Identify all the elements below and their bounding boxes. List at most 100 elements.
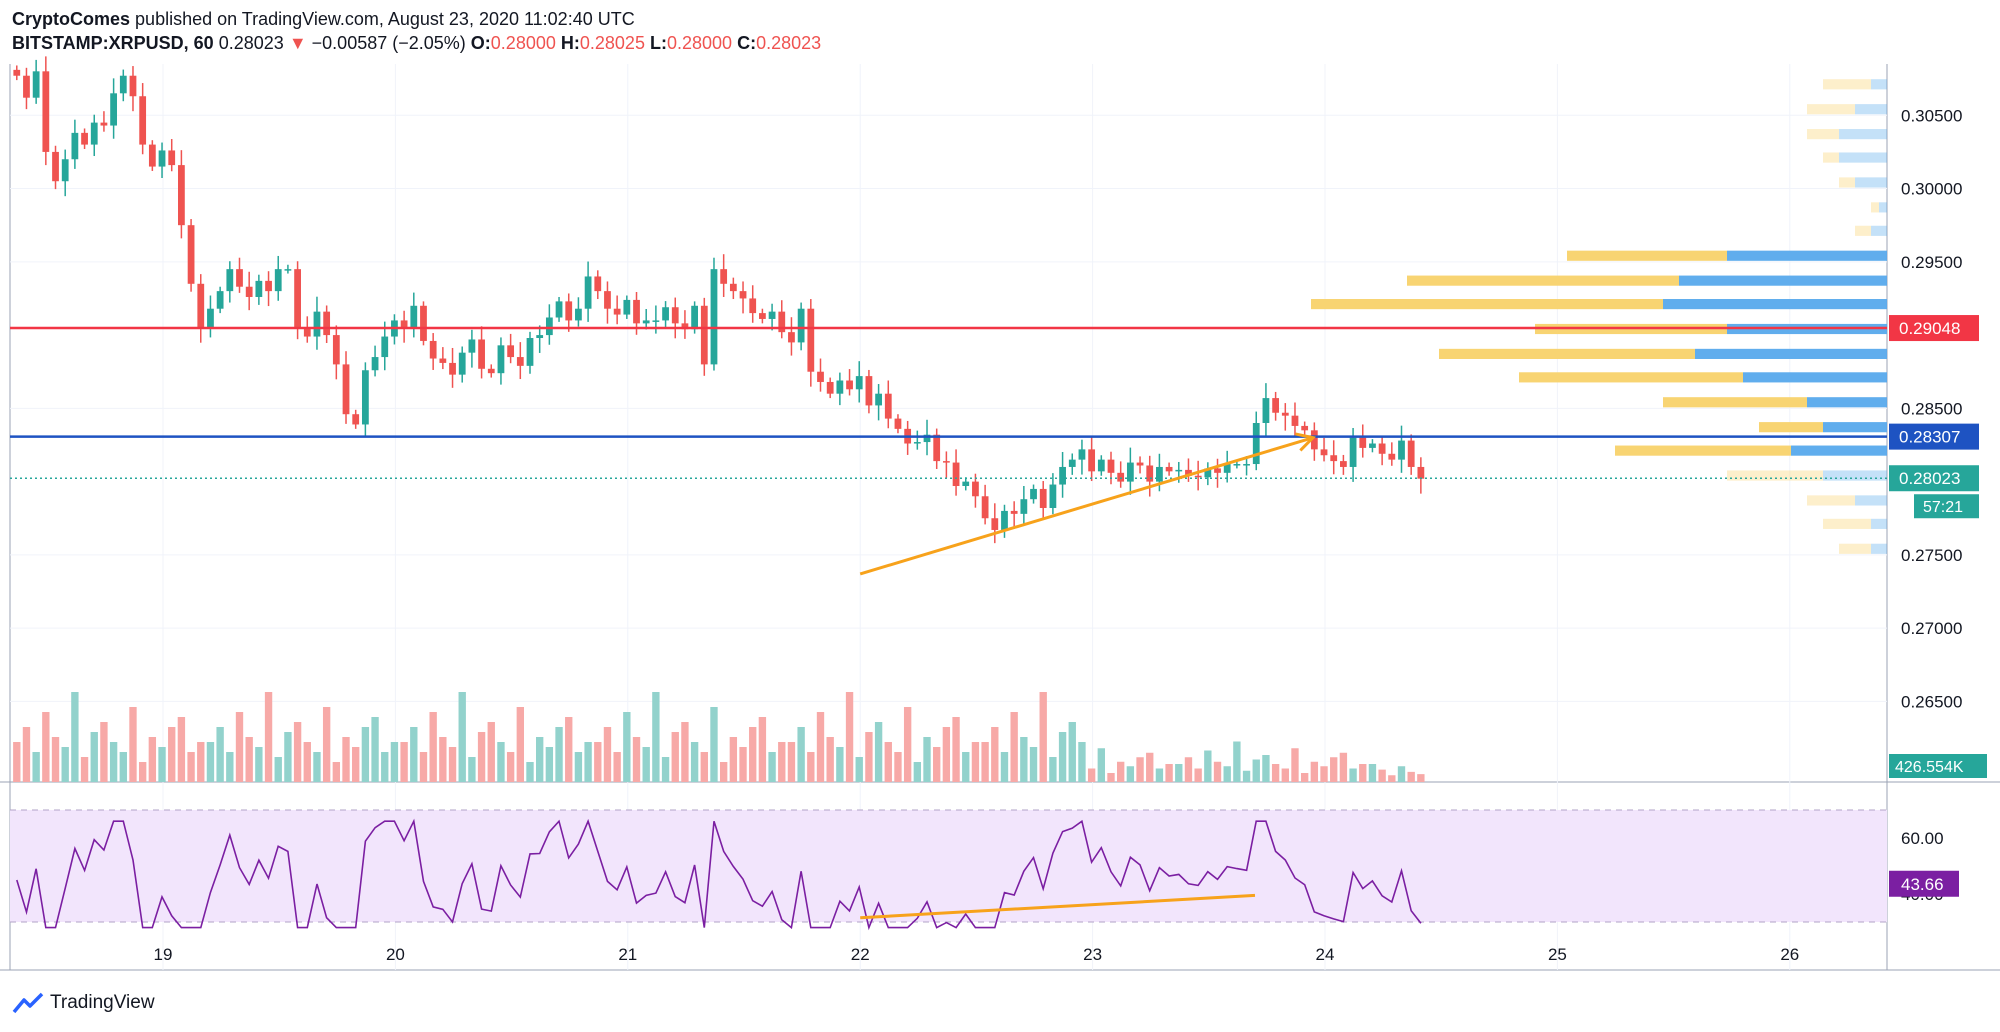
volume-bar [1417, 774, 1425, 782]
candle-body [1156, 466, 1163, 482]
volume-bar [448, 747, 457, 782]
candle-body [110, 93, 118, 126]
candle-body [1243, 464, 1250, 466]
volume-bar [1058, 732, 1067, 782]
close-value: 0.28023 [756, 33, 822, 53]
candle-body [478, 339, 485, 369]
volume-bar [845, 692, 854, 782]
candle-body [700, 305, 708, 365]
volume-profile-down [1615, 445, 1791, 456]
candle-body [139, 96, 147, 145]
volume-bar [342, 737, 350, 782]
volume-bar [778, 742, 786, 782]
volume-bar [555, 727, 563, 782]
candle-body [1330, 455, 1338, 462]
volume-bar [216, 727, 224, 782]
volume-profile-up [1679, 275, 1887, 286]
volume-bar [565, 717, 573, 782]
candle-body [1320, 449, 1328, 456]
candle-body [662, 307, 669, 321]
candle-body [1107, 459, 1115, 473]
high-label: H: [560, 33, 580, 53]
volume-bar [758, 717, 767, 782]
volume-profile-up [1855, 104, 1887, 115]
volume-bar [361, 727, 370, 782]
volume-bar [458, 692, 466, 782]
candle-body [81, 132, 88, 145]
candle-body [1214, 468, 1221, 473]
current-price-badge-bg [1889, 465, 1979, 492]
candle-body [778, 311, 786, 333]
volume-bar [1087, 768, 1096, 782]
publisher-name[interactable]: CryptoComes [12, 9, 131, 29]
candle-body [1398, 440, 1405, 460]
volume-bar [293, 722, 302, 782]
candle-body [332, 335, 340, 365]
volume-profile-up [1791, 445, 1887, 456]
candle-body [342, 364, 350, 415]
volume-profile-down [1567, 250, 1727, 261]
candle-body [458, 352, 466, 375]
volume-bar [1397, 766, 1406, 782]
volume-bar [1165, 764, 1173, 782]
candle-body [449, 362, 456, 375]
candle-body [245, 286, 253, 297]
rsi-value-badge: 43.66 [1901, 875, 1944, 894]
volume-profile-up [1871, 543, 1887, 554]
published-text: published on TradingView.com, August 23,… [135, 9, 635, 29]
volume-badge: 426.554K [1895, 759, 1964, 776]
candle-body [1281, 412, 1289, 416]
volume-bar [1233, 741, 1241, 782]
x-tick-label: 21 [618, 945, 637, 964]
symbol-label: BITSTAMP:XRPUSD, 60 [12, 33, 214, 53]
volume-bar [187, 752, 195, 782]
candle-body [294, 269, 301, 328]
volume-profile-down [1823, 152, 1839, 163]
volume-bar [971, 742, 980, 782]
volume-profile-down [1407, 275, 1679, 286]
price-tick-label: 0.30500 [1901, 106, 1962, 125]
publish-info: CryptoComes published on TradingView.com… [12, 9, 635, 30]
candle-body [1126, 462, 1134, 482]
volume-bar [51, 737, 60, 782]
volume-bar [1339, 752, 1348, 782]
candle-body [216, 291, 224, 309]
volume-bar [1146, 752, 1154, 782]
volume-bar [1271, 764, 1280, 782]
candle-body [32, 71, 40, 98]
volume-bar [1039, 692, 1047, 782]
candle-body [1204, 468, 1212, 478]
support-badge: 0.28307 [1899, 428, 1960, 447]
countdown-badge: 57:21 [1923, 499, 1963, 516]
candle-body [826, 381, 834, 394]
support-badge-bg [1889, 423, 1979, 450]
volume-bar [962, 752, 970, 782]
tradingview-footer[interactable]: TradingView [12, 992, 155, 1014]
volume-bar [1020, 737, 1028, 782]
volume-bar [1368, 764, 1377, 782]
volume-bar [429, 712, 437, 782]
volume-bar [1068, 722, 1076, 782]
volume-profile-up [1663, 299, 1887, 310]
volume-bar [855, 757, 863, 782]
volume-bar [981, 742, 989, 782]
price-tick-label: 0.28500 [1901, 399, 1962, 418]
volume-bar [594, 742, 602, 782]
candle-body [691, 305, 699, 330]
candle-body [313, 311, 321, 337]
candle-body [1088, 449, 1096, 472]
candle-body [1233, 464, 1241, 466]
candle-body [817, 371, 824, 382]
volume-bar [1300, 773, 1309, 782]
candle-body [894, 418, 902, 429]
candle-body [1030, 488, 1037, 500]
volume-profile-up [1839, 129, 1887, 140]
candle-body [71, 132, 79, 160]
candle-body [797, 308, 805, 343]
x-tick-label: 20 [386, 945, 405, 964]
volume-bar [613, 752, 621, 782]
candle-body [952, 462, 960, 487]
volume-bar [797, 727, 805, 782]
volume-bar [991, 727, 999, 782]
price-chart[interactable]: 19 20 21 22 23 24 25 26 0.30500 0.30000 0.29500 0.2… [0, 0, 2000, 980]
